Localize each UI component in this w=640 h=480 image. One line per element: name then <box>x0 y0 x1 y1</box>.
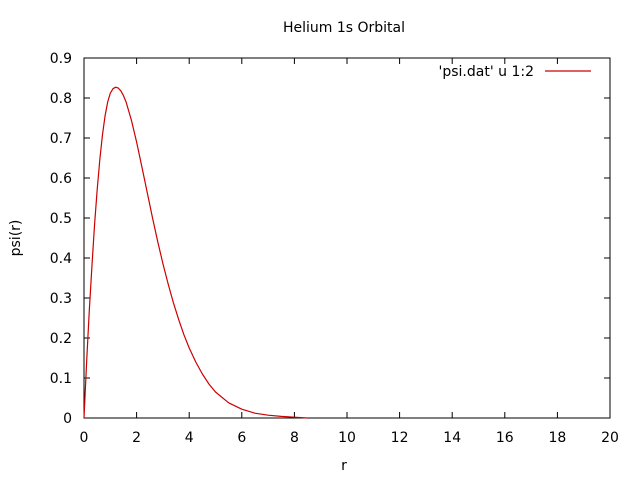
series-layer <box>83 86 308 419</box>
legend: 'psi.dat' u 1:2 <box>439 64 591 80</box>
x-tick-label: 14 <box>443 430 461 446</box>
y-tick-label: 0.1 <box>50 371 72 387</box>
y-tick-label: 0 <box>63 411 72 427</box>
x-tick-label: 2 <box>132 430 141 446</box>
y-tick-label: 0.2 <box>50 331 72 347</box>
x-tick-label: 4 <box>185 430 194 446</box>
y-tick-label: 0.7 <box>50 131 72 147</box>
plot-frame <box>83 57 611 419</box>
x-tick-label: 6 <box>237 430 246 446</box>
x-tick-label: 10 <box>338 430 356 446</box>
y-tick-label: 0.5 <box>50 211 72 227</box>
series-line <box>83 86 308 419</box>
x-tick-label: 12 <box>391 430 409 446</box>
axis-ticks: 0 2 4 6 8 10 12 14 16 18 20 0 0.1 0.2 0.3 0.4 0.5 0.6 0.7 0… <box>50 51 619 446</box>
y-tick-label: 0.3 <box>50 291 72 307</box>
x-axis-label: r <box>341 458 347 474</box>
y-tick-label: 0.9 <box>50 51 72 67</box>
x-tick-label: 16 <box>496 430 514 446</box>
x-tick-label: 0 <box>80 430 89 446</box>
y-tick-label: 0.8 <box>50 91 72 107</box>
x-tick-label: 8 <box>290 430 299 446</box>
x-tick-label: 20 <box>601 430 619 446</box>
y-tick-label: 0.4 <box>50 251 72 267</box>
legend-label: 'psi.dat' u 1:2 <box>439 64 534 80</box>
chart-title: Helium 1s Orbital <box>283 20 405 36</box>
x-tick-label: 18 <box>548 430 566 446</box>
y-axis-label: psi(r) <box>8 220 24 257</box>
y-tick-label: 0.6 <box>50 171 72 187</box>
